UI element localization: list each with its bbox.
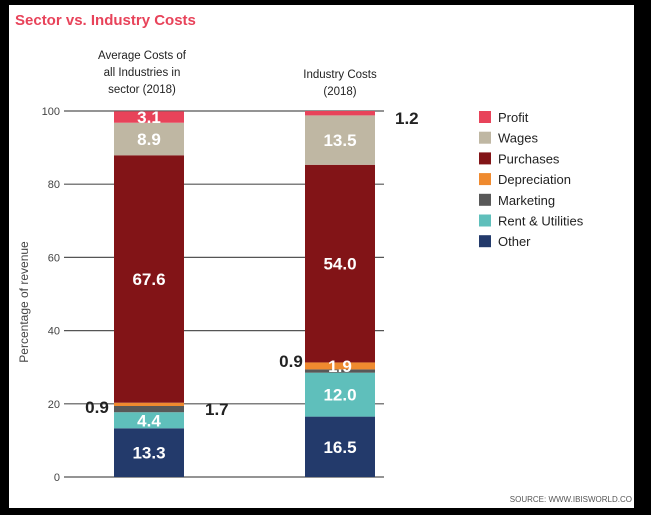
bar-segment-purchases [114,155,184,403]
category-label: (2018) [323,86,356,98]
bar-segment-marketing [305,369,375,373]
data-labels: 13.3 4.4 1.7 0.9 67.6 8.9 3.1 16.5 12.0 0.9 1.9 54.… [85,108,418,463]
y-tick-label: 20 [48,399,60,411]
legend-swatch [479,131,491,144]
y-tick-label: 100 [42,106,60,118]
y-tick-label: 60 [48,252,60,264]
bar-segment-wages [114,122,184,156]
data-label: 13.3 [132,444,165,463]
bar-segment-other [114,428,184,477]
y-axis-label: Percentage of revenue [17,241,31,363]
data-label: 8.9 [137,130,161,149]
data-label: 4.4 [137,411,161,430]
legend-swatch [479,193,491,206]
bar-segment-depreciation [305,362,375,370]
bar-segment-wages [305,115,375,165]
legend-label: Rent & Utilities [498,214,584,229]
data-label: 0.9 [279,352,303,371]
category-label: sector (2018) [108,84,176,96]
legend-swatch [479,111,491,123]
data-label: 54.0 [323,255,356,274]
legend-swatch [479,214,491,227]
data-label: 3.1 [137,108,161,127]
data-label: 1.7 [205,400,229,419]
category-label: Industry Costs [303,69,377,81]
bar-segment-purchases [305,164,375,363]
bar-segment-other [305,416,375,477]
chart-frame: Sector vs. Industry Costs Percentage of … [9,5,634,508]
y-tick-label: 40 [48,326,60,338]
data-label: 13.5 [323,131,356,150]
legend-label: Other [498,234,531,249]
bar-segment-profit [114,111,184,123]
bar-segment-marketing [114,405,184,413]
source-note: SOURCE: WWW.IBISWORLD.CO [510,495,632,504]
legend-swatch [479,235,491,248]
y-tick-label: 80 [48,179,60,191]
data-label: 1.2 [395,109,419,128]
legend-label: Purchases [498,151,560,166]
y-tick-label: 0 [54,472,60,484]
legend-label: Wages [498,131,538,146]
category-label: Average Costs of [98,50,187,62]
legend-label: Depreciation [498,172,571,187]
bar-segment-depreciation [114,402,184,406]
data-label: 67.6 [132,270,165,289]
bar-segment-rent-utilities [305,372,375,417]
data-label: 16.5 [323,438,356,457]
legend-label: Marketing [498,193,555,208]
bars [114,111,375,477]
category-labels: Average Costs of all Industries in sector … [98,50,377,98]
y-ticks: 0 20 40 60 80 100 [42,106,60,484]
data-label: 1.9 [328,357,352,376]
data-label: 0.9 [85,398,109,417]
legend: Profit Wages Purchases Depreciation Marketin… [479,110,584,249]
legend-swatch [479,152,491,165]
stacked-bar-chart: Sector vs. Industry Costs Percentage of … [15,12,632,504]
data-label: 12.0 [323,386,356,405]
chart-title: Sector vs. Industry Costs [15,12,196,29]
legend-label: Profit [498,110,529,125]
bar-segment-rent-utilities [114,412,184,429]
bar-segment-profit [305,111,375,116]
legend-swatch [479,173,491,186]
category-label: all Industries in [104,67,181,79]
